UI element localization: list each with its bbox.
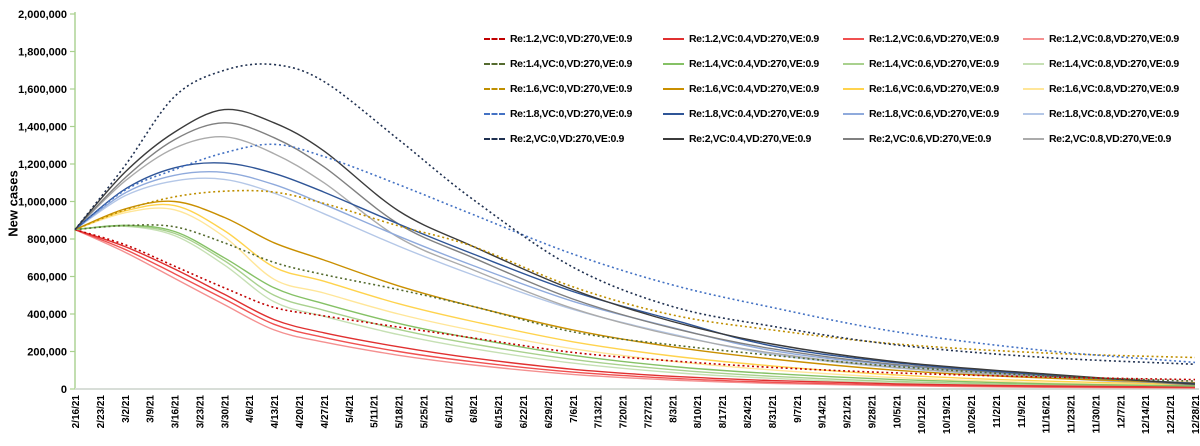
x-tick-label: 11/30/21 — [1091, 395, 1102, 434]
y-tick-label: 400,000 — [27, 309, 67, 321]
x-tick-label: 9/21/21 — [843, 395, 854, 429]
x-tick-label: 4/20/21 — [295, 395, 306, 429]
x-tick-label: 10/26/21 — [967, 395, 978, 434]
x-tick-label: 6/15/21 — [494, 395, 505, 429]
x-tick-label: 11/23/21 — [1067, 395, 1078, 434]
series-line — [74, 224, 1196, 387]
x-tick-label: 6/29/21 — [544, 395, 555, 429]
x-tick-label: 9/7/21 — [793, 395, 804, 423]
x-tick-label: 5/25/21 — [419, 395, 430, 429]
x-tick-label: 9/28/21 — [867, 395, 878, 429]
series-line — [74, 143, 1196, 364]
y-tick-label: 1,600,000 — [18, 84, 67, 96]
series-line — [74, 171, 1196, 385]
x-tick-label: 2/16/21 — [71, 395, 82, 429]
series-line — [74, 122, 1196, 386]
y-tick-label: 1,400,000 — [18, 122, 67, 134]
y-tick-label: 800,000 — [27, 234, 67, 246]
y-tick-label: 1,800,000 — [18, 47, 67, 59]
series-line — [74, 228, 1196, 381]
x-tick-label: 3/2/21 — [121, 395, 132, 423]
x-tick-label: 8/3/21 — [668, 395, 679, 423]
x-tick-label: 7/13/21 — [594, 395, 605, 429]
series-line — [74, 228, 1196, 388]
x-tick-label: 8/17/21 — [718, 395, 729, 429]
y-tick-label: 1,000,000 — [18, 197, 67, 209]
x-tick-label: 6/8/21 — [469, 395, 480, 423]
series-line — [74, 203, 1196, 386]
x-tick-label: 12/7/21 — [1116, 395, 1127, 429]
series-line — [74, 224, 1196, 382]
series-line — [74, 225, 1196, 388]
x-tick-label: 4/6/21 — [245, 395, 256, 423]
series-line — [74, 207, 1196, 387]
x-tick-label: 12/21/21 — [1166, 395, 1177, 434]
x-tick-label: 3/23/21 — [195, 395, 206, 429]
y-tick-label: 1,200,000 — [18, 159, 67, 171]
x-tick-label: 11/16/21 — [1042, 395, 1053, 434]
x-tick-label: 4/13/21 — [270, 395, 281, 429]
x-tick-label: 8/24/21 — [743, 395, 754, 429]
x-tick-label: 7/27/21 — [643, 395, 654, 429]
series-line — [74, 136, 1196, 387]
series-line — [74, 162, 1196, 385]
series-line — [74, 228, 1196, 389]
x-tick-label: 11/9/21 — [1017, 395, 1028, 428]
x-tick-label: 9/14/21 — [818, 395, 829, 429]
x-tick-label: 2/23/21 — [96, 395, 107, 429]
x-tick-label: 8/31/21 — [768, 395, 779, 429]
series-line — [74, 200, 1196, 384]
x-tick-label: 10/12/21 — [917, 395, 928, 434]
y-tick-label: 600,000 — [27, 272, 67, 284]
x-tick-label: 7/20/21 — [619, 395, 630, 429]
x-tick-label: 3/30/21 — [220, 395, 231, 429]
x-tick-label: 3/9/21 — [146, 395, 157, 423]
x-tick-label: 10/19/21 — [942, 395, 953, 434]
x-tick-label: 3/16/21 — [171, 395, 182, 429]
x-tick-label: 12/28/21 — [1191, 395, 1200, 434]
x-tick-label: 4/27/21 — [320, 395, 331, 429]
y-tick-label: 200,000 — [27, 347, 67, 359]
x-tick-label: 6/22/21 — [519, 395, 530, 429]
x-tick-label: 10/5/21 — [892, 395, 903, 429]
x-tick-label: 12/14/21 — [1141, 395, 1152, 434]
x-tick-label: 5/11/21 — [370, 395, 381, 428]
x-tick-label: 7/6/21 — [569, 395, 580, 423]
x-tick-label: 5/18/21 — [395, 395, 406, 429]
x-tick-label: 6/1/21 — [444, 395, 455, 423]
series-line — [74, 63, 1196, 366]
y-tick-label: 0 — [61, 384, 67, 396]
x-tick-label: 8/10/21 — [693, 395, 704, 429]
series-line — [74, 228, 1196, 389]
series-line — [74, 189, 1196, 359]
y-tick-label: 2,000,000 — [18, 9, 67, 21]
x-tick-label: 11/2/21 — [992, 395, 1003, 428]
series-line — [74, 177, 1196, 386]
y-axis-title: New cases — [5, 170, 21, 237]
series-line — [74, 108, 1196, 385]
x-tick-label: 5/4/21 — [345, 395, 356, 423]
